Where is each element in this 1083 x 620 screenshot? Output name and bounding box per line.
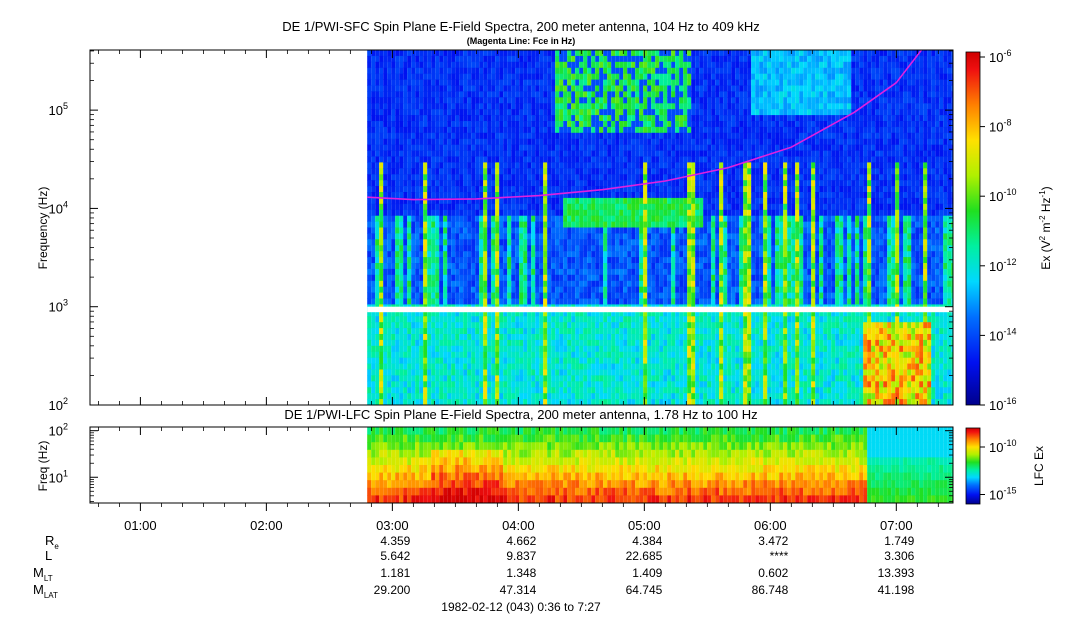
sfc-spectrogram-panel: 102 103 104 105 Frequency (Hz): [36, 49, 954, 413]
time-tick-label: 06:00: [754, 518, 787, 533]
ephemeris-value: 0.602: [758, 566, 788, 580]
sfc-colorbar: 10-6 10-8 10-10 10-12 10-14 10-16 Ex (V2 m-2 …: [965, 48, 1053, 413]
time-tick-label: 04:00: [502, 518, 535, 533]
y-tick-label: 102: [49, 396, 68, 413]
colorbar-tick-label: 10-8: [989, 118, 1011, 135]
y-tick-label: 104: [49, 199, 68, 216]
ephemeris-value: 29.200: [374, 583, 411, 597]
ephemeris-value: 22.685: [626, 549, 663, 563]
sfc-frequency-gap: [367, 306, 953, 313]
colorbar-tick-label: 10-12: [989, 257, 1016, 274]
bottom-panel-title: DE 1/PWI-LFC Spin Plane E-Field Spectra,…: [284, 407, 757, 422]
y-tick-label: 103: [49, 298, 68, 315]
ephemeris-value: 4.359: [380, 534, 410, 548]
date-range-label: 1982-02-12 (043) 0:36 to 7:27: [441, 600, 601, 614]
time-tick-label: 01:00: [124, 518, 157, 533]
top-panel-title: DE 1/PWI-SFC Spin Plane E-Field Spectra,…: [282, 19, 760, 34]
colorbar-tick-label: 10-6: [989, 48, 1011, 65]
top-panel-subtitle: (Magenta Line: Fce in Hz): [467, 36, 576, 46]
ephemeris-value: 1.749: [884, 534, 914, 548]
ephemeris-value: ****: [770, 549, 789, 563]
sfc-plot-frame: [89, 49, 954, 406]
ephemeris-value: 9.837: [506, 549, 536, 563]
y-tick-label: 101: [49, 468, 68, 485]
y-tick-label: 102: [49, 422, 68, 439]
colorbar-tick-label: 10-10: [989, 438, 1016, 455]
lfc-colorbar-gradient: [965, 427, 981, 505]
ephemeris-value: 5.642: [380, 549, 410, 563]
ephemeris-value: 1.409: [632, 566, 662, 580]
ephemeris-value: 3.306: [884, 549, 914, 563]
time-axis: 01:00 02:00 03:00 04:00 05:00 06:00 07:00: [97, 50, 939, 533]
ephemeris-value: 1.181: [380, 566, 410, 580]
ephemeris-value: 86.748: [752, 583, 789, 597]
lfc-colorbar: 10-10 10-15 LFC Ex: [965, 427, 1046, 505]
time-tick-label: 07:00: [880, 518, 913, 533]
ephemeris-row-label: MLT: [33, 565, 53, 583]
colorbar-tick-label: 10-14: [989, 326, 1016, 343]
lfc-spectrogram-panel: 101 102 Freq (Hz): [36, 422, 954, 504]
sfc-colorbar-gradient: [965, 51, 981, 406]
ephemeris-row-label: L: [45, 548, 52, 563]
colorbar-tick-label: 10-16: [989, 396, 1016, 413]
ephemeris-row-label: MLAT: [33, 582, 58, 600]
lfc-plot-frame: [89, 426, 954, 504]
sfc-colorbar-label: Ex (V2 m-2 Hz-1): [1038, 186, 1053, 269]
colorbar-tick-label: 10-15: [989, 486, 1016, 503]
ephemeris-value: 4.662: [506, 534, 536, 548]
ephemeris-value: 4.384: [632, 534, 662, 548]
fce-magenta-line: [367, 50, 923, 201]
ephemeris-value: 41.198: [878, 583, 915, 597]
colorbar-tick-label: 10-10: [989, 187, 1016, 204]
lfc-colorbar-label: LFC Ex: [1032, 446, 1046, 486]
ephemeris-value: 47.314: [500, 583, 537, 597]
ephemeris-value: 64.745: [626, 583, 663, 597]
ephemeris-value: 3.472: [758, 534, 788, 548]
time-tick-label: 02:00: [250, 518, 283, 533]
time-tick-label: 03:00: [376, 518, 409, 533]
ephemeris-value: 1.348: [506, 566, 536, 580]
y-tick-label: 105: [49, 101, 68, 118]
lfc-y-axis-label: Freq (Hz): [36, 441, 50, 492]
sfc-y-axis-label: Frequency (Hz): [36, 187, 50, 270]
time-tick-label: 05:00: [628, 518, 661, 533]
ephemeris-value: 13.393: [878, 566, 915, 580]
